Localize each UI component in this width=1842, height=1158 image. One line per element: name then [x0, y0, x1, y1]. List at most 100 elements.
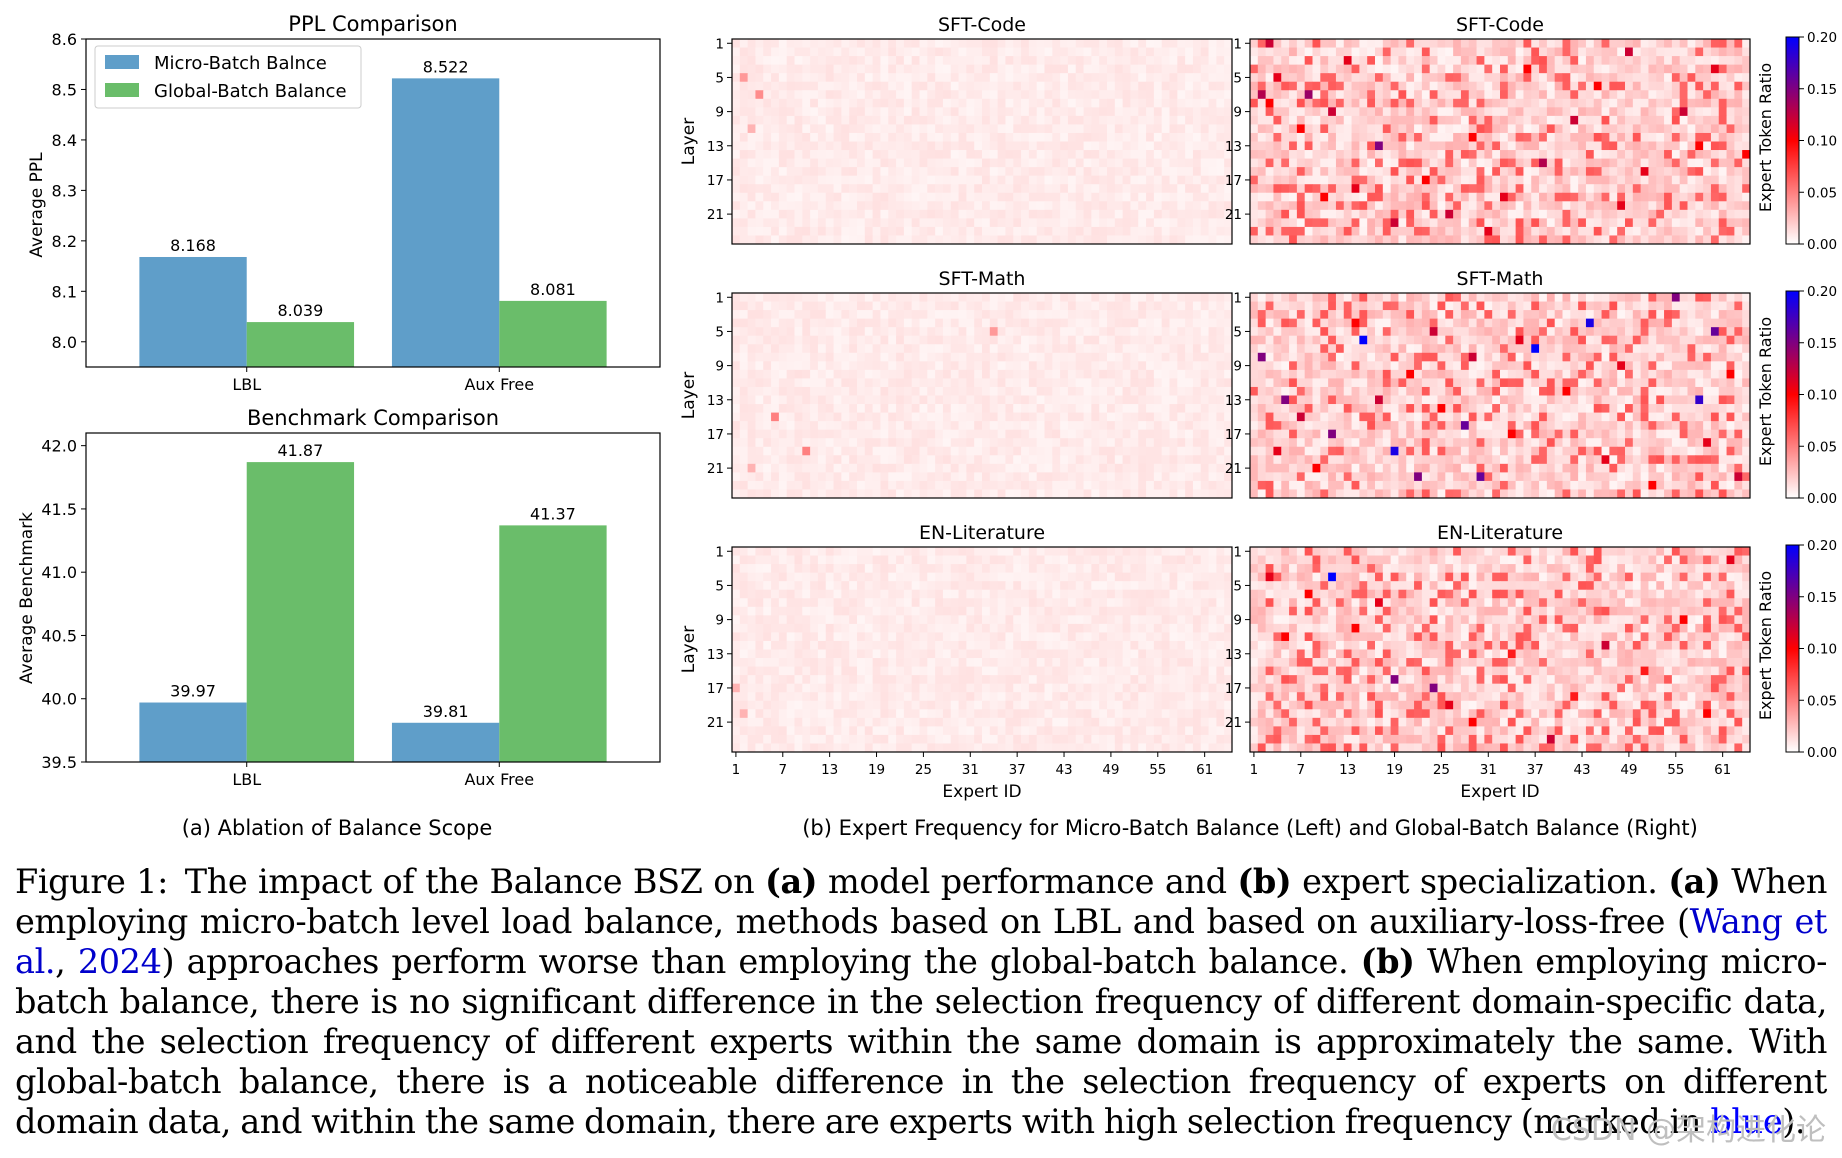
heatmap-cell [1437, 318, 1446, 328]
heatmap-cell [1067, 141, 1077, 151]
heatmap-cell [1656, 318, 1665, 328]
heatmap-cell [1060, 150, 1069, 159]
heatmap-cell [1250, 318, 1259, 328]
heatmap-cell [1648, 73, 1657, 83]
heatmap-cell [880, 64, 889, 74]
heatmap-cell [857, 386, 866, 396]
heatmap-cell [1531, 301, 1540, 311]
heatmap-cell [1343, 141, 1352, 151]
heatmap-cell [1617, 158, 1626, 168]
heatmap-cell [817, 209, 827, 219]
heatmap-cell [927, 446, 936, 456]
heatmap-cell [1052, 235, 1061, 245]
heatmap-cell [1453, 56, 1462, 66]
y-tick-label: 9 [715, 359, 724, 375]
heatmap-cell [864, 318, 874, 328]
heatmap-cell [1679, 226, 1688, 236]
heatmap-cell [857, 318, 866, 328]
heatmap-cell [1099, 318, 1108, 328]
heatmap-cell [880, 369, 889, 379]
heatmap-cell [1281, 39, 1290, 48]
heatmap-cell [1710, 167, 1720, 177]
heatmap-cell [1083, 47, 1092, 57]
heatmap-cell [817, 226, 827, 236]
heatmap-cell [1351, 132, 1360, 142]
heatmap-cell [1067, 369, 1077, 379]
heatmap-cell [1625, 56, 1634, 66]
heatmap-cell [1044, 209, 1053, 219]
heatmap-cell [1107, 421, 1116, 431]
heatmap-cell [755, 335, 764, 345]
heatmap-cell [1138, 352, 1147, 362]
heatmap-cell [997, 378, 1006, 388]
heatmap-cell [911, 98, 920, 108]
heatmap-cell [1515, 235, 1524, 245]
heatmap-cell [778, 489, 788, 499]
heatmap-cell [1107, 150, 1116, 159]
heatmap-cell [1515, 318, 1524, 328]
heatmap-cell [1044, 327, 1053, 337]
heatmap-cell [864, 386, 874, 396]
heatmap-cell [810, 158, 819, 168]
heatmap-cell [802, 218, 811, 228]
heatmap-frame [731, 38, 1233, 245]
heatmap-cell [825, 310, 834, 320]
heatmap-cell [896, 90, 905, 100]
heatmap-cell [911, 489, 920, 499]
heatmap-cell [1114, 47, 1124, 57]
heatmap-cell [1005, 235, 1014, 245]
heatmap-cell [1375, 310, 1384, 320]
heatmap-cell [888, 293, 897, 302]
heatmap-cell [997, 201, 1006, 211]
heatmap-cell [771, 73, 780, 83]
heatmap-cell [989, 150, 999, 159]
heatmap-cell [1257, 107, 1267, 117]
heatmap-cell [1200, 150, 1209, 159]
heatmap-cell [1021, 361, 1030, 371]
heatmap-cell [942, 209, 952, 219]
heatmap-cell [1216, 455, 1225, 465]
heatmap-cell [1625, 175, 1634, 185]
heatmap-cell [888, 107, 897, 117]
heatmap-cell [778, 158, 788, 168]
heatmap-cell [1060, 455, 1069, 465]
heatmap-cell [1359, 201, 1368, 211]
heatmap-cell [1664, 81, 1673, 91]
heatmap-cell [1468, 124, 1477, 134]
heatmap-cell [1169, 81, 1178, 91]
heatmap-cell [1208, 64, 1217, 74]
heatmap-cell [1138, 64, 1147, 74]
heatmap-cell [771, 429, 780, 439]
heatmap-cell [1484, 81, 1493, 91]
heatmap-cell [982, 318, 991, 328]
heatmap-cell [1554, 301, 1563, 311]
heatmap-cell [1208, 209, 1217, 219]
heatmap-cell [1060, 446, 1069, 456]
heatmap-cell [1351, 301, 1360, 311]
heatmap-cell [903, 327, 913, 337]
heatmap-cell [1375, 39, 1384, 48]
heatmap-cell [1192, 352, 1202, 362]
heatmap-cell [1500, 167, 1509, 177]
heatmap-cell [1052, 209, 1061, 219]
heatmap-cell [1216, 56, 1225, 66]
heatmap-cell [825, 64, 834, 74]
heatmap-cell [1437, 158, 1446, 168]
heatmap-cell [997, 167, 1006, 177]
heatmap-cell [1640, 150, 1649, 159]
heatmap-cell [1216, 463, 1225, 473]
heatmap-cell [982, 446, 991, 456]
heatmap-cell [903, 446, 913, 456]
heatmap-cell [1406, 73, 1415, 83]
heatmap-cell [896, 107, 905, 117]
heatmap-cell [1734, 310, 1743, 320]
heatmap-cell [1632, 293, 1642, 302]
heatmap-cell [942, 335, 952, 345]
heatmap-cell [1021, 150, 1030, 159]
heatmap-cell [989, 310, 999, 320]
heatmap-cell [1013, 318, 1022, 328]
heatmap-cell [1445, 167, 1454, 177]
heatmap-cell [1421, 141, 1431, 151]
heatmap-cell [786, 361, 795, 371]
heatmap-cell [989, 73, 999, 83]
